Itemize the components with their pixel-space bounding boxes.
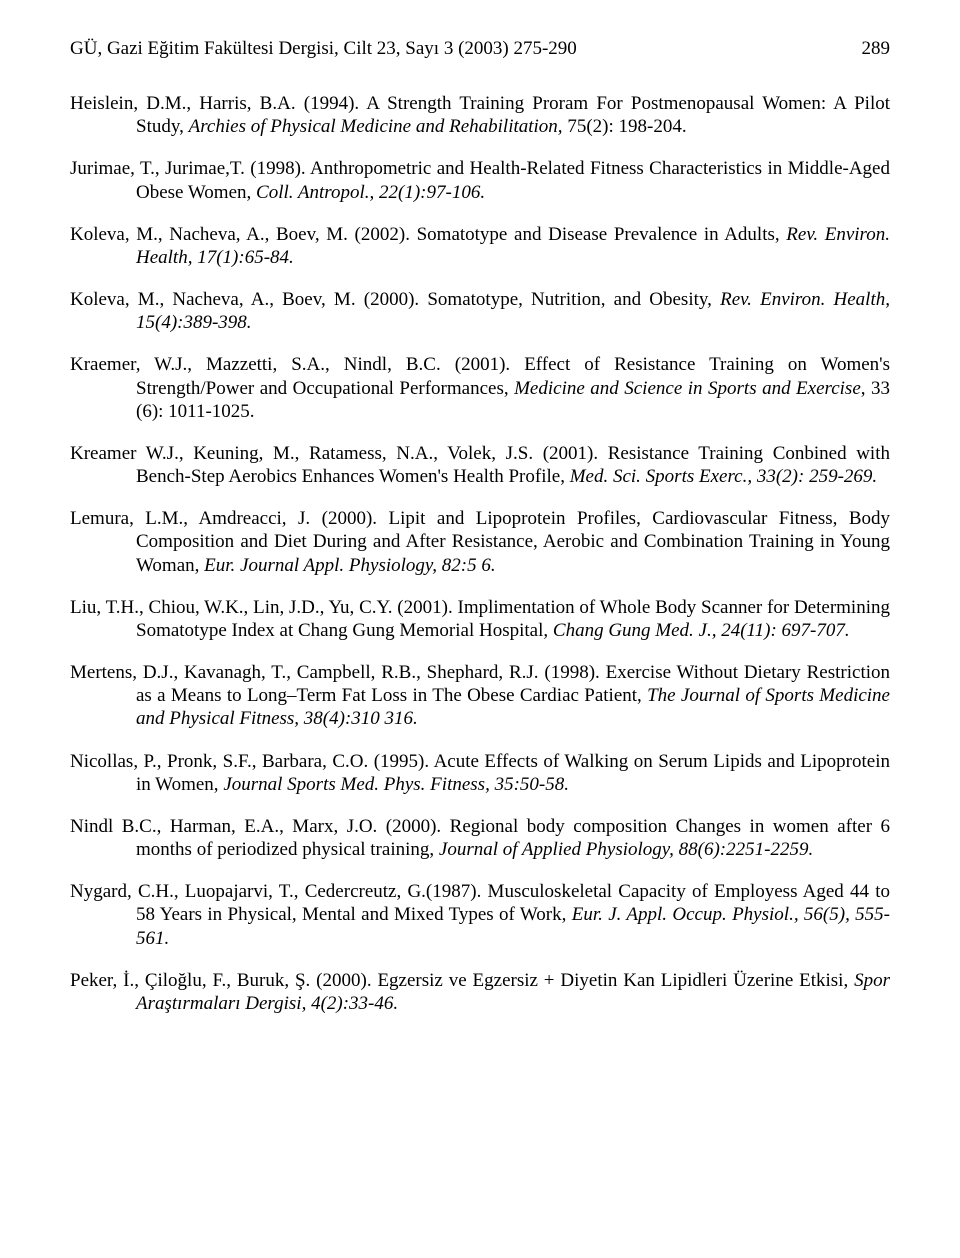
- ref-authors: Peker, İ., Çiloğlu, F., Buruk, Ş. (2000)…: [70, 970, 372, 991]
- ref-authors: Jurimae, T., Jurimae,T. (1998).: [70, 158, 306, 179]
- ref-authors: Nygard, C.H., Luopajarvi, T., Cedercreut…: [70, 881, 481, 902]
- reference-entry: Nindl B.C., Harman, E.A., Marx, J.O. (20…: [70, 815, 890, 861]
- reference-entry: Jurimae, T., Jurimae,T. (1998). Anthropo…: [70, 157, 890, 203]
- reference-entry: Lemura, L.M., Amdreacci, J. (2000). Lipi…: [70, 507, 890, 577]
- reference-entry: Heislein, D.M., Harris, B.A. (1994). A S…: [70, 92, 890, 138]
- page: GÜ, Gazi Eğitim Fakültesi Dergisi, Cilt …: [0, 0, 960, 1258]
- ref-title: Somatotype, Nutrition, and Obesity,: [419, 289, 720, 310]
- ref-title: Egzersiz ve Egzersiz + Diyetin Kan Lipid…: [372, 970, 855, 991]
- reference-entry: Peker, İ., Çiloğlu, F., Buruk, Ş. (2000)…: [70, 969, 890, 1015]
- ref-source: Chang Gung Med. J., 24(11): 697-707.: [553, 620, 850, 641]
- ref-source: Archies of Physical Medicine and Rehabil…: [189, 116, 568, 137]
- ref-authors: Nindl B.C., Harman, E.A., Marx, J.O. (20…: [70, 816, 441, 837]
- ref-authors: Mertens, D.J., Kavanagh, T., Campbell, R…: [70, 662, 600, 683]
- references-list: Heislein, D.M., Harris, B.A. (1994). A S…: [70, 92, 890, 1015]
- reference-entry: Kraemer, W.J., Mazzetti, S.A., Nindl, B.…: [70, 353, 890, 423]
- reference-entry: Liu, T.H., Chiou, W.K., Lin, J.D., Yu, C…: [70, 596, 890, 642]
- ref-source: Eur. Journal Appl. Physiology, 82:5 6.: [204, 555, 496, 576]
- ref-authors: Koleva, M., Nacheva, A., Boev, M. (2002)…: [70, 224, 410, 245]
- ref-authors: Nicollas, P., Pronk, S.F., Barbara, C.O.…: [70, 751, 429, 772]
- ref-authors: Kreamer W.J., Keuning, M., Ratamess, N.A…: [70, 443, 598, 464]
- ref-source: Journal of Applied Physiology, 88(6):225…: [439, 839, 813, 860]
- reference-entry: Kreamer W.J., Keuning, M., Ratamess, N.A…: [70, 442, 890, 488]
- ref-source: Med. Sci. Sports Exerc., 33(2): 259-269.: [570, 466, 877, 487]
- reference-entry: Nicollas, P., Pronk, S.F., Barbara, C.O.…: [70, 750, 890, 796]
- header-page-number: 289: [842, 38, 891, 60]
- reference-entry: Nygard, C.H., Luopajarvi, T., Cedercreut…: [70, 880, 890, 950]
- ref-authors: Heislein, D.M., Harris, B.A. (1994).: [70, 93, 359, 114]
- ref-authors: Lemura, L.M., Amdreacci, J. (2000).: [70, 508, 377, 529]
- reference-entry: Koleva, M., Nacheva, A., Boev, M. (2002)…: [70, 223, 890, 269]
- ref-authors: Koleva, M., Nacheva, A., Boev, M. (2000)…: [70, 289, 419, 310]
- ref-source: Coll. Antropol., 22(1):97-106.: [256, 182, 485, 203]
- reference-entry: Koleva, M., Nacheva, A., Boev, M. (2000)…: [70, 288, 890, 334]
- ref-authors: Liu, T.H., Chiou, W.K., Lin, J.D., Yu, C…: [70, 597, 453, 618]
- ref-title: Somatotype and Disease Prevalence in Adu…: [410, 224, 786, 245]
- ref-tail: 75(2): 198-204.: [567, 116, 686, 137]
- ref-authors: Kraemer, W.J., Mazzetti, S.A., Nindl, B.…: [70, 354, 510, 375]
- running-header: GÜ, Gazi Eğitim Fakültesi Dergisi, Cilt …: [70, 38, 890, 60]
- reference-entry: Mertens, D.J., Kavanagh, T., Campbell, R…: [70, 661, 890, 731]
- ref-source: Medicine and Science in Sports and Exerc…: [514, 378, 861, 399]
- header-journal-text: GÜ, Gazi Eğitim Fakültesi Dergisi, Cilt …: [70, 38, 577, 60]
- ref-source: Journal Sports Med. Phys. Fitness, 35:50…: [223, 774, 569, 795]
